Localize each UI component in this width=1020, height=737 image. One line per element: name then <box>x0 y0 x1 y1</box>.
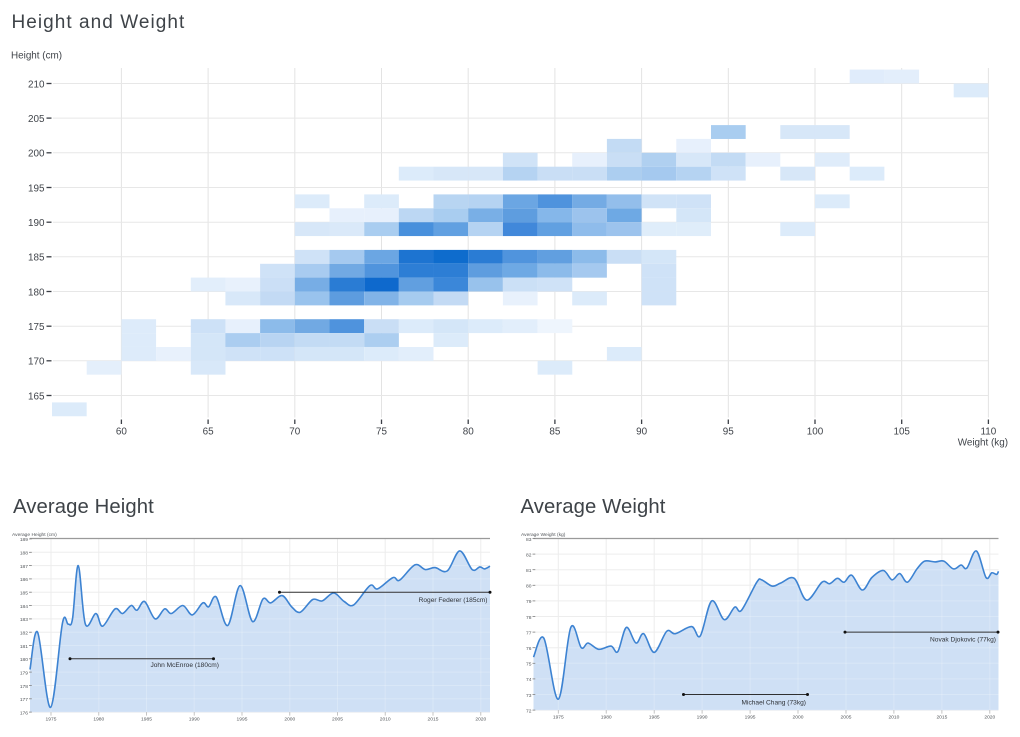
svg-text:1975: 1975 <box>46 717 57 723</box>
svg-text:2010: 2010 <box>888 715 899 721</box>
svg-text:73: 73 <box>526 693 532 699</box>
svg-text:2015: 2015 <box>428 717 439 723</box>
svg-text:Novak Djokovic (77kg): Novak Djokovic (77kg) <box>930 636 996 643</box>
svg-text:188: 188 <box>20 551 28 557</box>
svg-text:1990: 1990 <box>697 715 708 721</box>
svg-text:79: 79 <box>526 599 532 605</box>
svg-text:190: 190 <box>28 218 45 229</box>
svg-text:1990: 1990 <box>189 717 200 723</box>
svg-text:195: 195 <box>28 183 45 194</box>
svg-text:170: 170 <box>28 357 45 368</box>
svg-text:76: 76 <box>526 646 532 652</box>
svg-text:189: 189 <box>20 537 28 543</box>
svg-text:2005: 2005 <box>332 717 343 723</box>
svg-text:75: 75 <box>526 662 532 668</box>
svg-text:205: 205 <box>28 114 45 125</box>
svg-text:60: 60 <box>116 426 127 437</box>
svg-text:2010: 2010 <box>380 717 391 723</box>
svg-text:Average Height (cm): Average Height (cm) <box>12 532 57 538</box>
svg-text:85: 85 <box>549 426 560 437</box>
svg-text:178: 178 <box>20 684 28 690</box>
svg-text:183: 183 <box>20 617 28 623</box>
svg-text:185: 185 <box>28 253 45 264</box>
svg-text:182: 182 <box>20 631 28 637</box>
svg-text:78: 78 <box>526 615 532 621</box>
svg-text:200: 200 <box>28 149 45 160</box>
svg-text:75: 75 <box>376 426 387 437</box>
svg-text:1995: 1995 <box>745 715 756 721</box>
svg-text:2005: 2005 <box>841 715 852 721</box>
svg-text:210: 210 <box>28 79 45 90</box>
svg-text:176: 176 <box>20 710 28 716</box>
svg-text:1985: 1985 <box>141 717 152 723</box>
svg-text:181: 181 <box>20 644 28 650</box>
svg-text:2020: 2020 <box>984 715 995 721</box>
svg-text:184: 184 <box>20 604 28 610</box>
svg-text:95: 95 <box>723 426 734 437</box>
svg-text:186: 186 <box>20 577 28 583</box>
svg-text:82: 82 <box>526 552 532 558</box>
svg-text:83: 83 <box>526 537 532 543</box>
svg-text:1995: 1995 <box>237 717 248 723</box>
svg-text:177: 177 <box>20 697 28 703</box>
svg-text:105: 105 <box>893 426 910 437</box>
svg-text:1980: 1980 <box>93 717 104 723</box>
svg-text:Height (cm): Height (cm) <box>11 51 62 62</box>
svg-text:72: 72 <box>526 708 532 714</box>
svg-text:74: 74 <box>526 677 532 683</box>
svg-text:2000: 2000 <box>284 717 295 723</box>
svg-text:John McEnroe (180cm): John McEnroe (180cm) <box>150 662 219 669</box>
svg-text:110: 110 <box>981 426 997 437</box>
svg-text:1980: 1980 <box>601 715 612 721</box>
svg-text:70: 70 <box>289 426 300 437</box>
svg-text:77: 77 <box>526 630 532 636</box>
svg-text:1975: 1975 <box>553 715 564 721</box>
svg-text:80: 80 <box>526 584 532 590</box>
svg-text:2000: 2000 <box>793 715 804 721</box>
svg-text:187: 187 <box>20 564 28 570</box>
svg-text:Roger Federer (185cm): Roger Federer (185cm) <box>419 597 488 604</box>
svg-text:Michael Chang (73kg): Michael Chang (73kg) <box>741 699 806 706</box>
svg-text:185: 185 <box>20 591 28 597</box>
svg-text:90: 90 <box>636 426 647 437</box>
svg-text:65: 65 <box>203 426 214 437</box>
svg-text:80: 80 <box>463 426 474 437</box>
svg-text:81: 81 <box>526 568 532 574</box>
svg-text:2015: 2015 <box>936 715 947 721</box>
svg-text:175: 175 <box>28 322 45 333</box>
svg-text:Average Weight (kg): Average Weight (kg) <box>521 532 566 538</box>
svg-text:165: 165 <box>28 391 45 402</box>
svg-text:1985: 1985 <box>649 715 660 721</box>
svg-text:180: 180 <box>28 287 45 298</box>
svg-text:2020: 2020 <box>475 717 486 723</box>
svg-text:Weight (kg): Weight (kg) <box>958 438 1008 449</box>
svg-text:179: 179 <box>20 670 28 676</box>
svg-text:100: 100 <box>807 426 824 437</box>
svg-text:180: 180 <box>20 657 28 663</box>
